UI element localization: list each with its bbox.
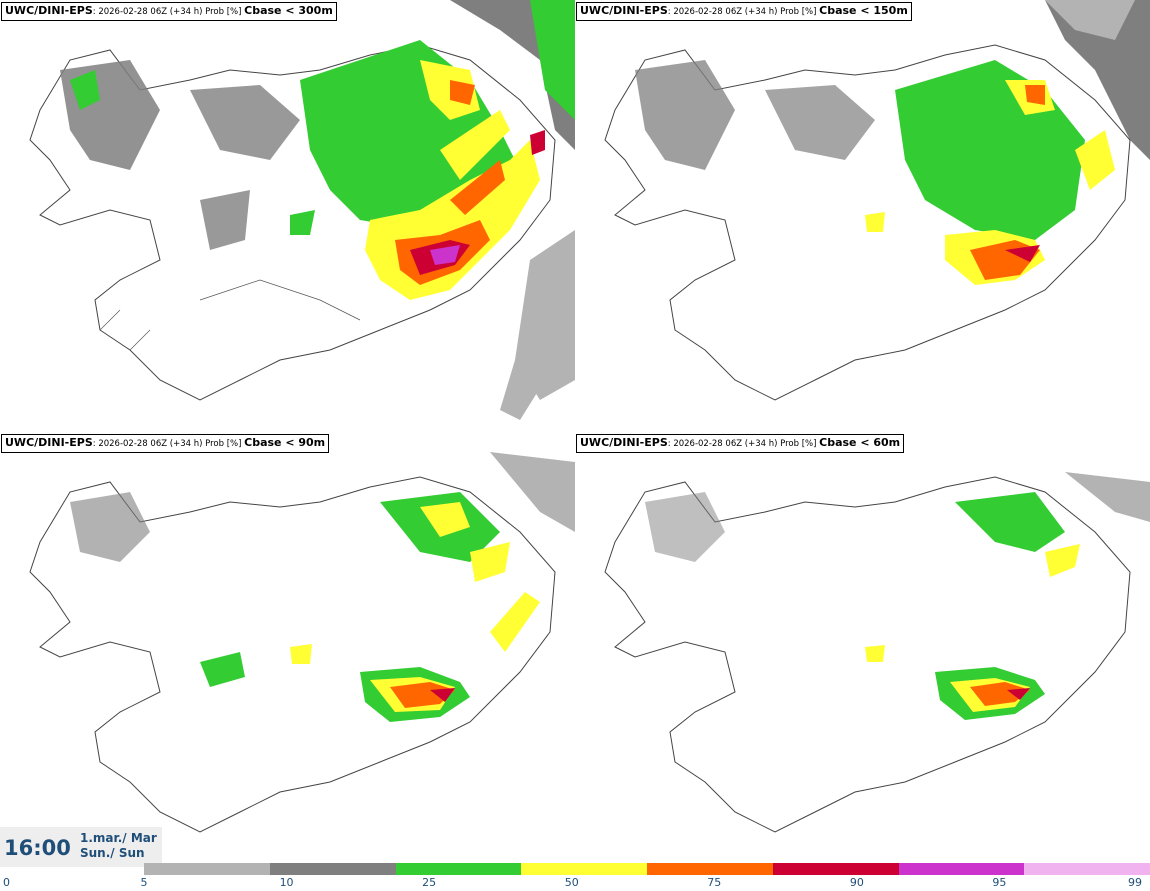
colorbar-tick-label: 95 — [992, 876, 1007, 889]
colorbar-segment — [144, 863, 270, 875]
probability-colorbar — [144, 863, 1150, 875]
run-info: : 2026-02-28 06Z (+34 h) Prob [%] — [92, 7, 245, 17]
run-info: : 2026-02-28 06Z (+34 h) Prob [%] — [667, 439, 820, 449]
colorbar-tick-label: 90 — [849, 876, 864, 889]
colorbar-segment — [772, 863, 899, 875]
panel-title: UWC/DINI-EPS: 2026-02-28 06Z (+34 h) Pro… — [576, 434, 905, 453]
parameter-label: Cbase < 90m — [244, 436, 326, 449]
probability-map — [604, 472, 1150, 833]
colorbar-tick-label: 75 — [707, 876, 722, 889]
colorbar-segment — [898, 863, 1025, 875]
model-name: UWC/DINI-EPS — [5, 4, 93, 17]
colorbar-segment — [647, 863, 773, 875]
probability-map — [604, 0, 1150, 401]
probability-map — [29, 0, 575, 420]
map-panel-cbase-300: UWC/DINI-EPS: 2026-02-28 06Z (+34 h) Pro… — [0, 0, 575, 430]
map-panel-cbase-90: UWC/DINI-EPS: 2026-02-28 06Z (+34 h) Pro… — [0, 432, 575, 862]
valid-time-clock: 16:00 — [4, 836, 71, 860]
colorbar-tick-label: 0 — [3, 876, 10, 889]
valid-time-box: 16:00 1.mar./ Mar Sun./ Sun — [0, 827, 162, 867]
colorbar-segment — [269, 863, 396, 875]
colorbar-tick-label: 10 — [279, 876, 294, 889]
colorbar-ticks: 0 5 10 25 50 75 90 95 99 — [0, 876, 1150, 890]
valid-date: 1.mar./ Mar Sun./ Sun — [80, 831, 157, 861]
colorbar-segment — [395, 863, 522, 875]
model-name: UWC/DINI-EPS — [580, 436, 668, 449]
panel-title: UWC/DINI-EPS: 2026-02-28 06Z (+34 h) Pro… — [1, 2, 337, 21]
run-info: : 2026-02-28 06Z (+34 h) Prob [%] — [667, 7, 820, 17]
valid-date-line1: 1.mar./ Mar — [80, 831, 157, 845]
colorbar-segment — [1024, 863, 1150, 875]
map-panel-cbase-150: UWC/DINI-EPS: 2026-02-28 06Z (+34 h) Pro… — [575, 0, 1150, 430]
run-info: : 2026-02-28 06Z (+34 h) Prob [%] — [92, 439, 245, 449]
model-name: UWC/DINI-EPS — [5, 436, 93, 449]
valid-date-line2: Sun./ Sun — [80, 846, 145, 860]
model-name: UWC/DINI-EPS — [580, 4, 668, 17]
probability-map — [29, 452, 575, 833]
panel-title: UWC/DINI-EPS: 2026-02-28 06Z (+34 h) Pro… — [1, 434, 330, 453]
map-panel-cbase-60: UWC/DINI-EPS: 2026-02-28 06Z (+34 h) Pro… — [575, 432, 1150, 862]
colorbar-segment — [521, 863, 647, 875]
colorbar-tick-label: 25 — [422, 876, 437, 889]
parameter-label: Cbase < 60m — [819, 436, 901, 449]
colorbar-tick-label: 99 — [1128, 876, 1142, 889]
parameter-label: Cbase < 150m — [819, 4, 908, 17]
colorbar-tick-label: 50 — [564, 876, 579, 889]
parameter-label: Cbase < 300m — [244, 4, 333, 17]
colorbar-tick-label: 5 — [140, 876, 148, 889]
panel-title: UWC/DINI-EPS: 2026-02-28 06Z (+34 h) Pro… — [576, 2, 912, 21]
